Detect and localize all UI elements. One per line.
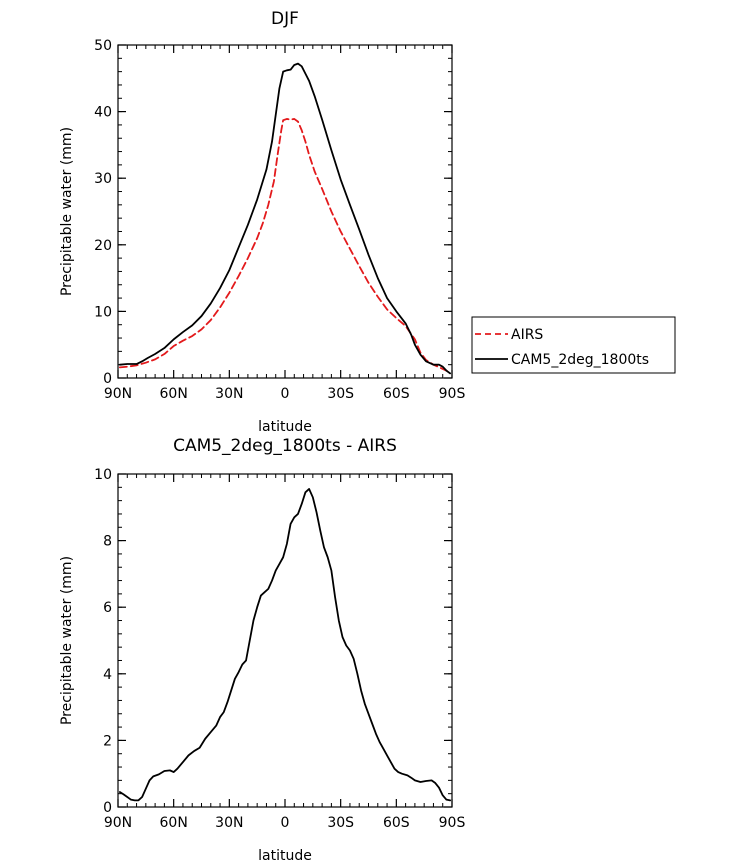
axis-ticks: 90N 60N 30N 0 30S 60S 90S 0 10 20 30 40 50 — [94, 38, 465, 402]
panel-difference: CAM5_2deg_1800ts - AIRS latitude Precipi… — [59, 436, 465, 864]
x-tick-label: 90S — [439, 815, 466, 831]
x-tick-label: 0 — [281, 386, 290, 402]
series-line-cam5-2deg-1800ts — [118, 62, 452, 375]
chart-title: CAM5_2deg_1800ts - AIRS — [173, 436, 397, 456]
legend-box — [471, 316, 676, 374]
x-tick-label: 60N — [160, 386, 188, 402]
y-axis-label: Precipitable water (mm) — [59, 556, 75, 725]
y-tick-label: 40 — [94, 105, 112, 121]
y-tick-label: 20 — [94, 238, 112, 254]
plot-frame — [117, 44, 453, 379]
x-tick-label: 30N — [215, 815, 243, 831]
y-tick-label: 30 — [94, 171, 112, 187]
x-axis-label: latitude — [258, 848, 312, 864]
x-tick-label: 0 — [281, 815, 290, 831]
series-line-airs — [118, 118, 452, 374]
x-tick-label: 60S — [383, 815, 410, 831]
x-tick-label: 90N — [104, 386, 132, 402]
x-tick-label: 30S — [327, 386, 354, 402]
legend-label-airs: AIRS — [511, 327, 543, 343]
plot-frame — [117, 473, 453, 808]
y-axis-label: Precipitable water (mm) — [59, 127, 75, 296]
x-tick-label: 60S — [383, 386, 410, 402]
y-tick-label: 4 — [103, 667, 112, 683]
panel-djf: DJF latitude Precipitable water (mm) 90N… — [59, 9, 676, 435]
x-tick-label: 60N — [160, 815, 188, 831]
y-tick-label: 6 — [103, 600, 112, 616]
y-tick-label: 10 — [94, 467, 112, 483]
x-axis-label: latitude — [258, 419, 312, 435]
axis-ticks: 90N 60N 30N 0 30S 60S 90S 0 2 4 6 8 10 — [94, 467, 465, 831]
y-tick-label: 0 — [103, 371, 112, 387]
series-line-difference — [118, 488, 452, 802]
x-tick-label: 30S — [327, 815, 354, 831]
y-tick-label: 50 — [94, 38, 112, 54]
legend-label-cam5: CAM5_2deg_1800ts — [511, 352, 649, 368]
series-layer — [118, 62, 452, 375]
legend: AIRS CAM5_2deg_1800ts — [471, 316, 676, 374]
y-tick-label: 10 — [94, 304, 112, 320]
series-layer — [118, 488, 452, 802]
chart-title: DJF — [271, 9, 299, 29]
y-tick-label: 0 — [103, 800, 112, 816]
y-tick-label: 8 — [103, 534, 112, 550]
x-tick-label: 90N — [104, 815, 132, 831]
x-tick-label: 30N — [215, 386, 243, 402]
y-tick-label: 2 — [103, 733, 112, 749]
x-tick-label: 90S — [439, 386, 466, 402]
